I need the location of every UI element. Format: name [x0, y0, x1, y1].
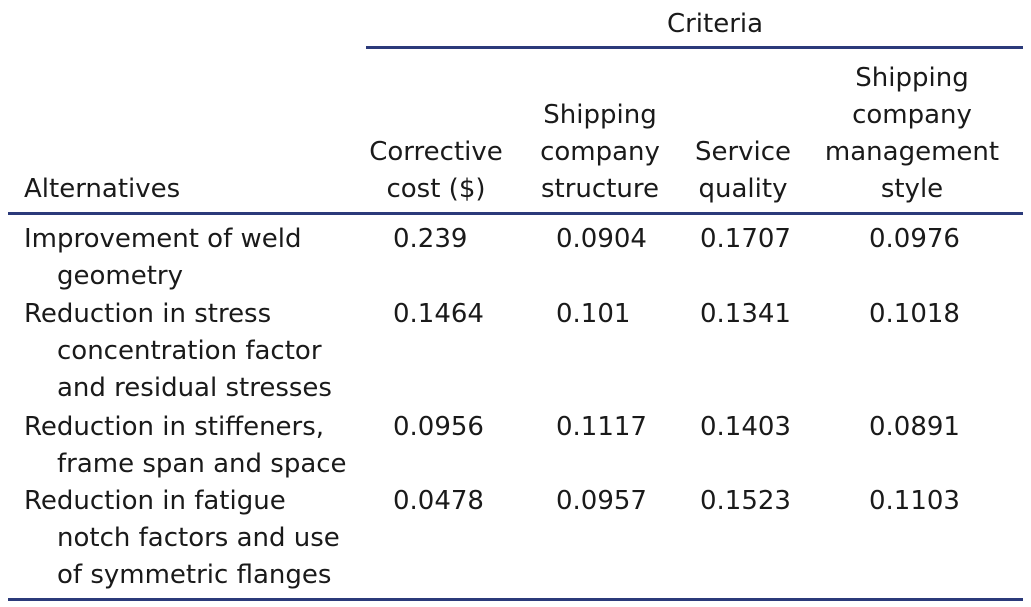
row-label-line: Reduction in fatigue: [24, 486, 286, 516]
column-header-line: Service: [694, 137, 792, 167]
cell-corrective-cost: 0.1464: [393, 299, 484, 329]
cell-service-quality: 0.1707: [700, 224, 791, 254]
column-header-line: quality: [698, 174, 788, 204]
row-label-line: frame span and space: [57, 449, 347, 479]
cell-service-quality: 0.1341: [700, 299, 791, 329]
header-bottom-rule: [8, 212, 1023, 215]
cell-shipping-company-management-style: 0.1103: [869, 486, 960, 516]
row-label-line: notch factors and use: [57, 523, 340, 553]
column-header-line: Corrective: [369, 137, 503, 167]
row-label-line: geometry: [57, 261, 184, 291]
cell-shipping-company-management-style: 0.1018: [869, 299, 960, 329]
cell-shipping-company-structure: 0.101: [556, 299, 631, 329]
cell-shipping-company-structure: 0.0904: [556, 224, 647, 254]
column-header-line: style: [880, 174, 944, 204]
cell-shipping-company-structure: 0.0957: [556, 486, 647, 516]
criteria-spanner-label: Criteria: [666, 9, 764, 39]
criteria-spanner-rule: [366, 46, 1023, 49]
table-bottom-rule: [8, 598, 1023, 601]
column-header-line: cost ($): [386, 174, 486, 204]
row-label-line: concentration factor: [57, 336, 322, 366]
row-label-line: Reduction in stress: [24, 299, 272, 329]
column-header-line: structure: [541, 174, 659, 204]
row-label-line: Reduction in stiffeners,: [24, 412, 325, 442]
column-header-line: company: [852, 100, 972, 130]
cell-corrective-cost: 0.239: [393, 224, 468, 254]
column-header-line: Shipping: [855, 63, 969, 93]
cell-corrective-cost: 0.0478: [393, 486, 484, 516]
cell-service-quality: 0.1523: [700, 486, 791, 516]
cell-shipping-company-structure: 0.1117: [556, 412, 647, 442]
cell-shipping-company-management-style: 0.0891: [869, 412, 960, 442]
stub-header: Alternatives: [24, 174, 181, 204]
cell-corrective-cost: 0.0956: [393, 412, 484, 442]
column-header-line: Shipping: [543, 100, 657, 130]
row-label-line: of symmetric flanges: [57, 560, 332, 590]
column-header-line: management: [824, 137, 1000, 167]
cell-service-quality: 0.1403: [700, 412, 791, 442]
column-header-line: company: [540, 137, 660, 167]
row-label-line: and residual stresses: [57, 373, 332, 403]
cell-shipping-company-management-style: 0.0976: [869, 224, 960, 254]
row-label-line: Improvement of weld: [24, 224, 302, 254]
